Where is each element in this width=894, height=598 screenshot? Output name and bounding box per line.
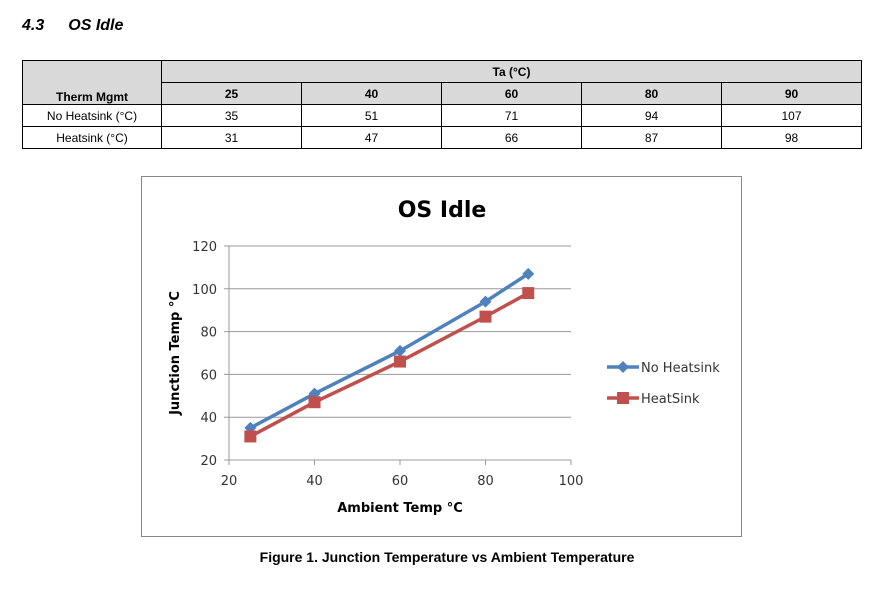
column-header: 90 <box>721 82 862 105</box>
data-point-heatsink <box>617 392 629 404</box>
data-point-heatsink <box>394 355 406 368</box>
row-label: No Heatsink (°C) <box>22 104 162 127</box>
x-tick-label: 100 <box>559 474 584 489</box>
cell: 71 <box>441 104 582 127</box>
data-point-no-heatsink <box>394 344 406 357</box>
table-row: No Heatsink (°C) 35 51 71 94 107 <box>22 104 862 127</box>
cell: 66 <box>441 126 582 149</box>
temperature-table: Therm Mgmt Ta (°C) 25 40 60 80 90 No Hea… <box>22 60 862 149</box>
cell: 51 <box>301 104 442 127</box>
column-header: 40 <box>301 82 442 105</box>
data-point-no-heatsink <box>617 361 629 373</box>
y-tick-label: 120 <box>192 240 217 255</box>
data-point-heatsink <box>308 396 321 409</box>
data-point-no-heatsink <box>522 267 535 280</box>
column-header: 25 <box>161 82 302 105</box>
chart-frame: OS Idle 20 40 60 80 100 120 20 40 60 80 100 Ambient … <box>141 176 742 537</box>
y-tick-label: 80 <box>200 326 217 341</box>
row-header: Therm Mgmt <box>22 60 162 105</box>
x-axis-label: Ambient Temp °C <box>337 501 463 516</box>
x-tick-label: 40 <box>306 474 323 489</box>
figure-caption: Figure 1. Junction Temperature vs Ambien… <box>259 549 635 565</box>
section-title: OS Idle <box>68 17 124 34</box>
section-heading: 4.3 OS Idle <box>22 17 147 35</box>
data-point-heatsink <box>522 287 535 300</box>
table-row: Heatsink (°C) 31 47 66 87 98 <box>22 126 862 149</box>
y-axis-label: Junction Temp °C <box>168 291 183 416</box>
row-label: Heatsink (°C) <box>22 126 162 149</box>
data-point-heatsink <box>479 310 492 323</box>
cell: 87 <box>581 126 722 149</box>
cell: 98 <box>721 126 862 149</box>
cell: 94 <box>581 104 722 127</box>
cell: 107 <box>721 104 862 127</box>
y-tick-label: 60 <box>200 368 217 383</box>
group-header: Ta (°C) <box>161 60 862 83</box>
cell: 47 <box>301 126 442 149</box>
y-tick-label: 100 <box>192 283 217 298</box>
cell: 35 <box>161 104 302 127</box>
x-tick-label: 80 <box>477 474 494 489</box>
x-tick-label: 60 <box>392 474 409 489</box>
legend-label: No Heatsink <box>641 361 720 376</box>
line-chart: OS Idle 20 40 60 80 100 120 20 40 60 80 100 Ambient … <box>168 198 720 516</box>
cell: 31 <box>161 126 302 149</box>
column-header: 60 <box>441 82 582 105</box>
data-point-no-heatsink <box>479 295 492 308</box>
chart-title: OS Idle <box>398 198 487 223</box>
y-tick-label: 20 <box>200 454 217 469</box>
section-number: 4.3 <box>22 17 45 34</box>
legend-label: HeatSink <box>641 392 700 407</box>
y-tick-label: 40 <box>200 411 217 426</box>
data-point-heatsink <box>244 430 257 443</box>
x-tick-label: 20 <box>221 474 238 489</box>
column-header: 80 <box>581 82 722 105</box>
